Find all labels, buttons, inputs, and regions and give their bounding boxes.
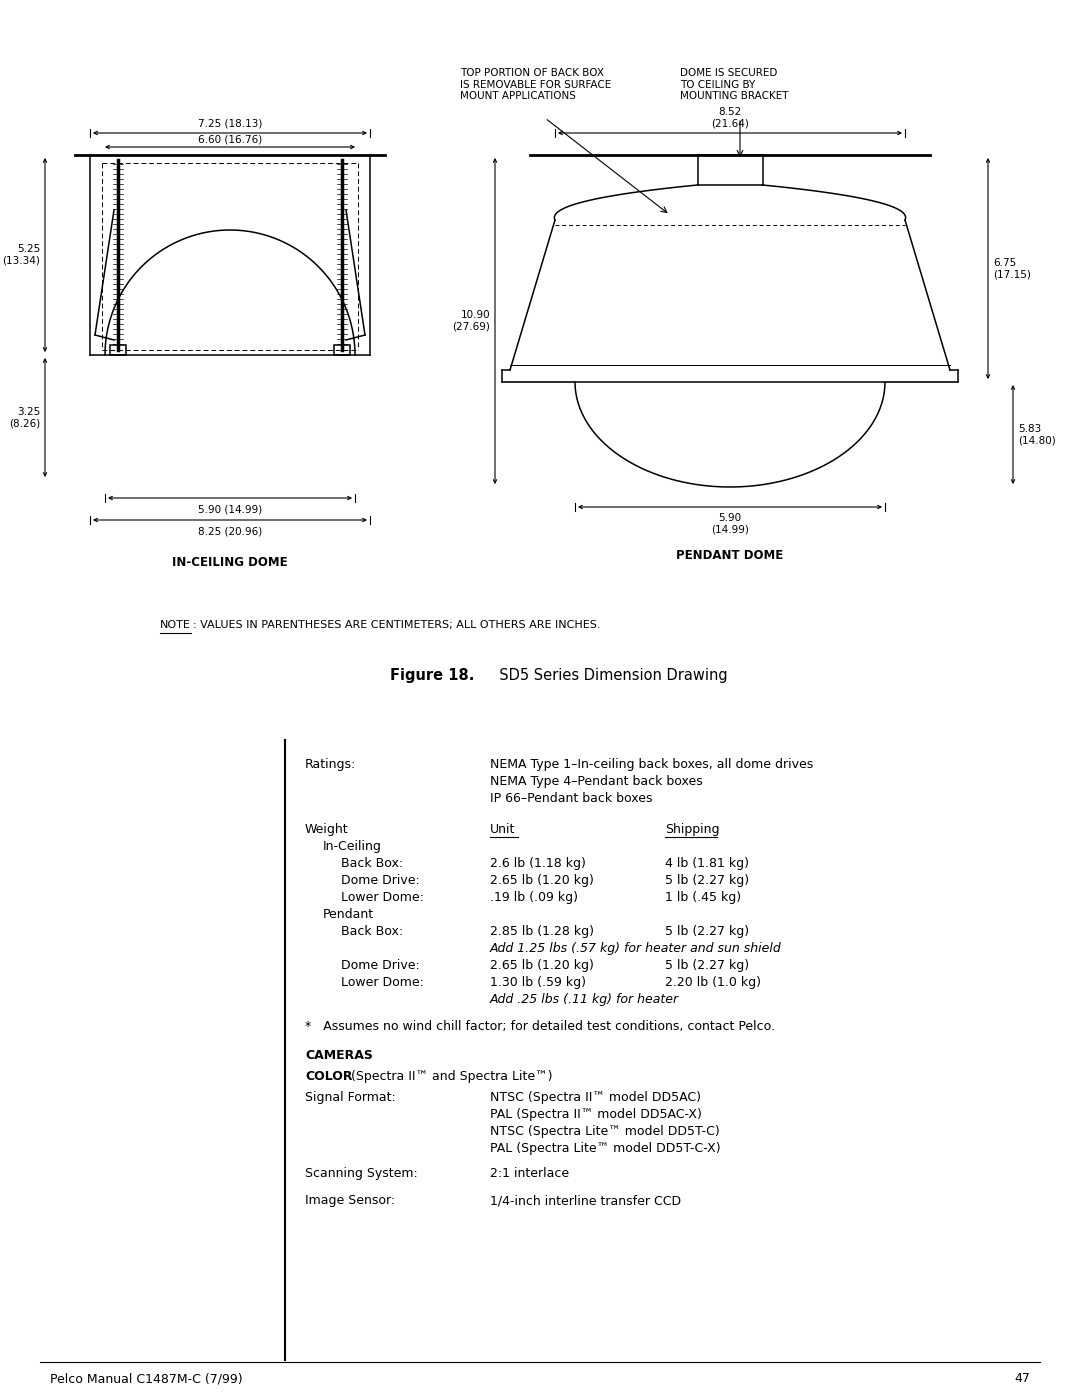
Text: Lower Dome:: Lower Dome: (341, 891, 423, 904)
Text: NTSC (Spectra Lite™ model DD5T-C): NTSC (Spectra Lite™ model DD5T-C) (490, 1125, 719, 1139)
Text: Image Sensor:: Image Sensor: (305, 1194, 395, 1207)
Text: DOME IS SECURED
TO CEILING BY
MOUNTING BRACKET: DOME IS SECURED TO CEILING BY MOUNTING B… (680, 68, 788, 101)
Text: 2.85 lb (1.28 kg): 2.85 lb (1.28 kg) (490, 925, 594, 937)
Text: Weight: Weight (305, 823, 349, 835)
Text: Pendant: Pendant (323, 908, 374, 921)
Text: SD5 Series Dimension Drawing: SD5 Series Dimension Drawing (490, 668, 728, 683)
Text: (Spectra II™ and Spectra Lite™): (Spectra II™ and Spectra Lite™) (347, 1070, 553, 1083)
Text: Figure 18.: Figure 18. (390, 668, 474, 683)
Text: 8.52
(21.64): 8.52 (21.64) (711, 108, 748, 129)
Text: 2.65 lb (1.20 kg): 2.65 lb (1.20 kg) (490, 958, 594, 972)
Text: 5.25
(13.34): 5.25 (13.34) (2, 244, 40, 265)
Text: Scanning System:: Scanning System: (305, 1166, 418, 1180)
Text: *   Assumes no wind chill factor; for detailed test conditions, contact Pelco.: * Assumes no wind chill factor; for deta… (305, 1020, 775, 1032)
Text: NEMA Type 4–Pendant back boxes: NEMA Type 4–Pendant back boxes (490, 775, 703, 788)
Text: 7.25 (18.13): 7.25 (18.13) (198, 117, 262, 129)
Text: 10.90
(27.69): 10.90 (27.69) (453, 310, 490, 332)
Text: COLOR: COLOR (305, 1070, 352, 1083)
Bar (110, 345, 126, 355)
Text: Add .25 lbs (.11 kg) for heater: Add .25 lbs (.11 kg) for heater (490, 993, 679, 1006)
Text: TOP PORTION OF BACK BOX
IS REMOVABLE FOR SURFACE
MOUNT APPLICATIONS: TOP PORTION OF BACK BOX IS REMOVABLE FOR… (460, 68, 611, 101)
Text: Ratings:: Ratings: (305, 759, 356, 771)
Text: 2.65 lb (1.20 kg): 2.65 lb (1.20 kg) (490, 875, 594, 887)
Text: 5 lb (2.27 kg): 5 lb (2.27 kg) (665, 958, 750, 972)
Text: 8.25 (20.96): 8.25 (20.96) (198, 527, 262, 536)
Text: 47: 47 (1014, 1372, 1030, 1384)
Text: 3.25
(8.26): 3.25 (8.26) (9, 407, 40, 429)
Text: In-Ceiling: In-Ceiling (323, 840, 382, 854)
Text: 5 lb (2.27 kg): 5 lb (2.27 kg) (665, 925, 750, 937)
Text: : VALUES IN PARENTHESES ARE CENTIMETERS; ALL OTHERS ARE INCHES.: : VALUES IN PARENTHESES ARE CENTIMETERS;… (193, 620, 600, 630)
Text: .19 lb (.09 kg): .19 lb (.09 kg) (490, 891, 578, 904)
Text: 5.90 (14.99): 5.90 (14.99) (198, 504, 262, 514)
Text: Back Box:: Back Box: (341, 856, 403, 870)
Text: NTSC (Spectra II™ model DD5AC): NTSC (Spectra II™ model DD5AC) (490, 1091, 701, 1104)
Text: Back Box:: Back Box: (341, 925, 403, 937)
Text: PAL (Spectra Lite™ model DD5T-C-X): PAL (Spectra Lite™ model DD5T-C-X) (490, 1141, 720, 1155)
Text: 2.6 lb (1.18 kg): 2.6 lb (1.18 kg) (490, 856, 585, 870)
Text: Add 1.25 lbs (.57 kg) for heater and sun shield: Add 1.25 lbs (.57 kg) for heater and sun… (490, 942, 782, 956)
Text: Dome Drive:: Dome Drive: (341, 875, 420, 887)
Text: 1/4-inch interline transfer CCD: 1/4-inch interline transfer CCD (490, 1194, 681, 1207)
Text: 6.75
(17.15): 6.75 (17.15) (993, 257, 1031, 279)
Text: 4 lb (1.81 kg): 4 lb (1.81 kg) (665, 856, 750, 870)
Text: IN-CEILING DOME: IN-CEILING DOME (172, 556, 287, 569)
Text: NOTE: NOTE (160, 620, 191, 630)
Text: 1 lb (.45 kg): 1 lb (.45 kg) (665, 891, 741, 904)
Text: 6.60 (16.76): 6.60 (16.76) (198, 134, 262, 144)
Bar (334, 345, 350, 355)
Text: Shipping: Shipping (665, 823, 719, 835)
Text: 2.20 lb (1.0 kg): 2.20 lb (1.0 kg) (665, 977, 761, 989)
Text: 5.90
(14.99): 5.90 (14.99) (711, 513, 748, 535)
Text: 1.30 lb (.59 kg): 1.30 lb (.59 kg) (490, 977, 586, 989)
Text: Lower Dome:: Lower Dome: (341, 977, 423, 989)
Text: PENDANT DOME: PENDANT DOME (676, 549, 784, 562)
Text: 2:1 interlace: 2:1 interlace (490, 1166, 569, 1180)
Text: Signal Format:: Signal Format: (305, 1091, 395, 1104)
Text: CAMERAS: CAMERAS (305, 1049, 373, 1062)
Text: Unit: Unit (490, 823, 515, 835)
Text: PAL (Spectra II™ model DD5AC-X): PAL (Spectra II™ model DD5AC-X) (490, 1108, 702, 1120)
Text: NEMA Type 1–In-ceiling back boxes, all dome drives: NEMA Type 1–In-ceiling back boxes, all d… (490, 759, 813, 771)
Text: Pelco Manual C1487M-C (7/99): Pelco Manual C1487M-C (7/99) (50, 1372, 243, 1384)
Text: IP 66–Pendant back boxes: IP 66–Pendant back boxes (490, 792, 652, 805)
Text: 5.83
(14.80): 5.83 (14.80) (1018, 423, 1056, 446)
Text: Dome Drive:: Dome Drive: (341, 958, 420, 972)
Text: 5 lb (2.27 kg): 5 lb (2.27 kg) (665, 875, 750, 887)
